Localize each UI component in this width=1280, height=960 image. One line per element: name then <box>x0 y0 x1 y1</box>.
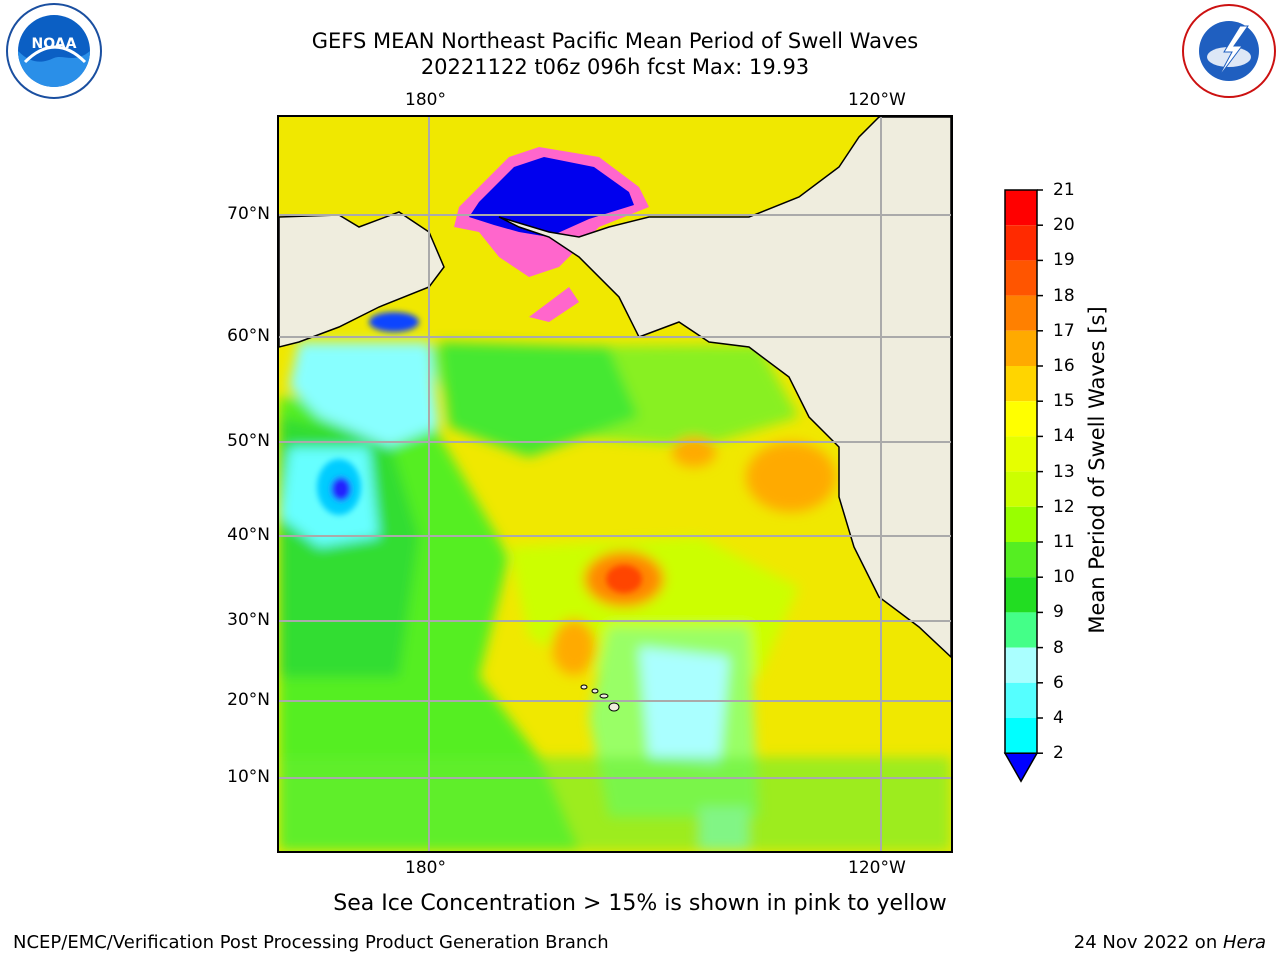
colorbar-segment <box>1005 506 1037 542</box>
swell-period-map <box>277 115 953 853</box>
colorbar-extend-triangle <box>1003 752 1039 783</box>
sea-ice-note: Sea Ice Concentration > 15% is shown in … <box>333 891 947 916</box>
lat-label-10n: 10°N <box>227 767 270 787</box>
colorbar-segment <box>1005 682 1037 718</box>
colorbar-tick-label: 15 <box>1053 391 1075 412</box>
colorbar-segment <box>1005 330 1037 366</box>
colorbar-segment <box>1005 190 1037 226</box>
colorbar-tick-label: 14 <box>1053 426 1075 447</box>
colorbar-tick-label: 16 <box>1053 356 1075 376</box>
colorbar-segment <box>1005 471 1037 507</box>
colorbar-tick-label: 20 <box>1053 215 1075 236</box>
colorbar-segment <box>1005 436 1037 472</box>
colorbar-segment <box>1005 260 1037 296</box>
noaa-logo-text: NOAA <box>31 36 77 52</box>
colorbar-segment <box>1005 225 1037 261</box>
lat-label-20n: 20°N <box>227 690 270 710</box>
lon-label-bottom-120w: 120°W <box>848 858 906 878</box>
colorbar-segment <box>1005 647 1037 683</box>
colorbar-segment <box>1005 612 1037 648</box>
map-title: GEFS MEAN Northeast Pacific Mean Period … <box>311 29 919 53</box>
colorbar <box>1003 188 1043 792</box>
colorbar-segment <box>1005 401 1037 437</box>
colorbar-tick-label: 2 <box>1053 743 1064 764</box>
colorbar-tick-label: 19 <box>1053 250 1075 271</box>
colorbar-tick-label: 18 <box>1053 285 1075 306</box>
footer-branch: NCEP/EMC/Verification Post Processing Pr… <box>13 932 609 953</box>
national-weather-service-logo <box>1180 2 1278 100</box>
lon-label-top-120w: 120°W <box>848 90 906 110</box>
colorbar-tick-label: 4 <box>1053 708 1064 728</box>
lat-label-30n: 30°N <box>227 610 270 630</box>
colorbar-tick-label: 17 <box>1053 320 1075 341</box>
colorbar-segment <box>1005 542 1037 578</box>
lon-label-top-180: 180° <box>405 90 446 110</box>
lat-label-70n: 70°N <box>227 204 270 224</box>
colorbar-segment <box>1005 366 1037 402</box>
colorbar-label: Mean Period of Swell Waves [s] <box>1085 306 1109 634</box>
colorbar-segment <box>1005 718 1037 754</box>
footer-machine: Hera <box>1222 932 1266 953</box>
lat-label-40n: 40°N <box>227 525 270 545</box>
lat-label-60n: 60°N <box>227 326 270 346</box>
colorbar-segment <box>1005 577 1037 613</box>
colorbar-tick-label: 6 <box>1053 672 1064 693</box>
colorbar-tick-label: 11 <box>1053 532 1075 552</box>
colorbar-scale <box>1003 189 1043 783</box>
colorbar-tick-label: 13 <box>1053 461 1075 482</box>
colorbar-tick-label: 21 <box>1053 180 1075 200</box>
footer-date-text: 24 Nov 2022 on <box>1073 932 1223 953</box>
map-canvas <box>279 117 951 851</box>
colorbar-tick-label: 10 <box>1053 567 1075 588</box>
colorbar-tick-label: 8 <box>1053 637 1064 658</box>
lon-label-bottom-180: 180° <box>405 858 446 878</box>
colorbar-tick-label: 12 <box>1053 496 1075 517</box>
colorbar-tick-label: 9 <box>1053 602 1064 623</box>
map-subtitle: 20221122 t06z 096h fcst Max: 19.93 <box>420 55 810 79</box>
lat-label-50n: 50°N <box>227 431 270 451</box>
noaa-logo: NOAA <box>5 2 103 100</box>
footer-date: 24 Nov 2022 on Hera <box>1074 932 1266 954</box>
colorbar-segment <box>1005 295 1037 331</box>
